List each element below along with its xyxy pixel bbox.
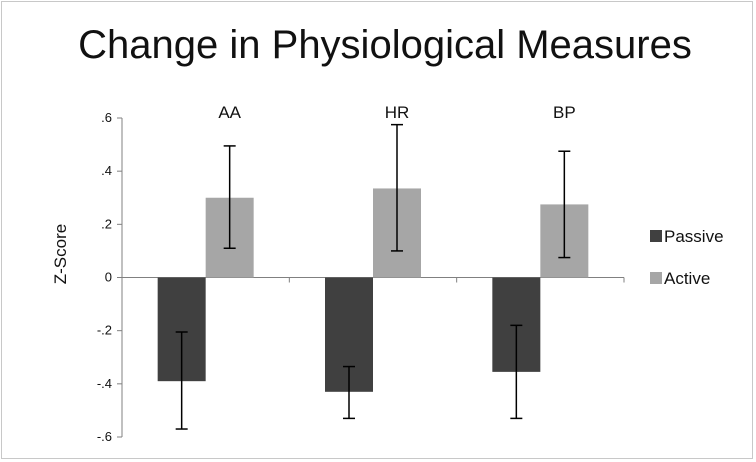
y-tick-label: .2 [101, 216, 112, 231]
legend: Passive Active [650, 227, 724, 288]
legend-label-active: Active [664, 269, 710, 288]
y-tick-label: -.4 [97, 376, 112, 391]
error-bar-active-bp [558, 150, 571, 259]
y-tick-label: .6 [101, 110, 112, 125]
error-bar-active-aa [223, 145, 236, 250]
chart-title: Change in Physiological Measures [78, 23, 692, 67]
category-label-aa: AA [218, 103, 241, 122]
error-bar-active-hr [391, 123, 403, 252]
plot-area: .6 .4 .2 0 -.2 -.4 -.6 AA HR BP [97, 103, 625, 444]
error-bar-passive-aa [175, 331, 188, 430]
y-tick-label: 0 [105, 270, 112, 285]
legend-swatch-active [650, 272, 662, 284]
y-tick-label: -.6 [97, 429, 112, 444]
legend-label-passive: Passive [664, 227, 724, 246]
y-axis-title: Z-Score [51, 224, 70, 284]
y-tick-label: .4 [101, 163, 112, 178]
error-bar-passive-hr [343, 365, 355, 420]
y-tick-label: -.2 [97, 323, 112, 338]
category-label-bp: BP [553, 103, 576, 122]
category-label-hr: HR [385, 103, 410, 122]
legend-swatch-passive [650, 230, 662, 242]
error-bar-passive-bp [510, 324, 523, 420]
